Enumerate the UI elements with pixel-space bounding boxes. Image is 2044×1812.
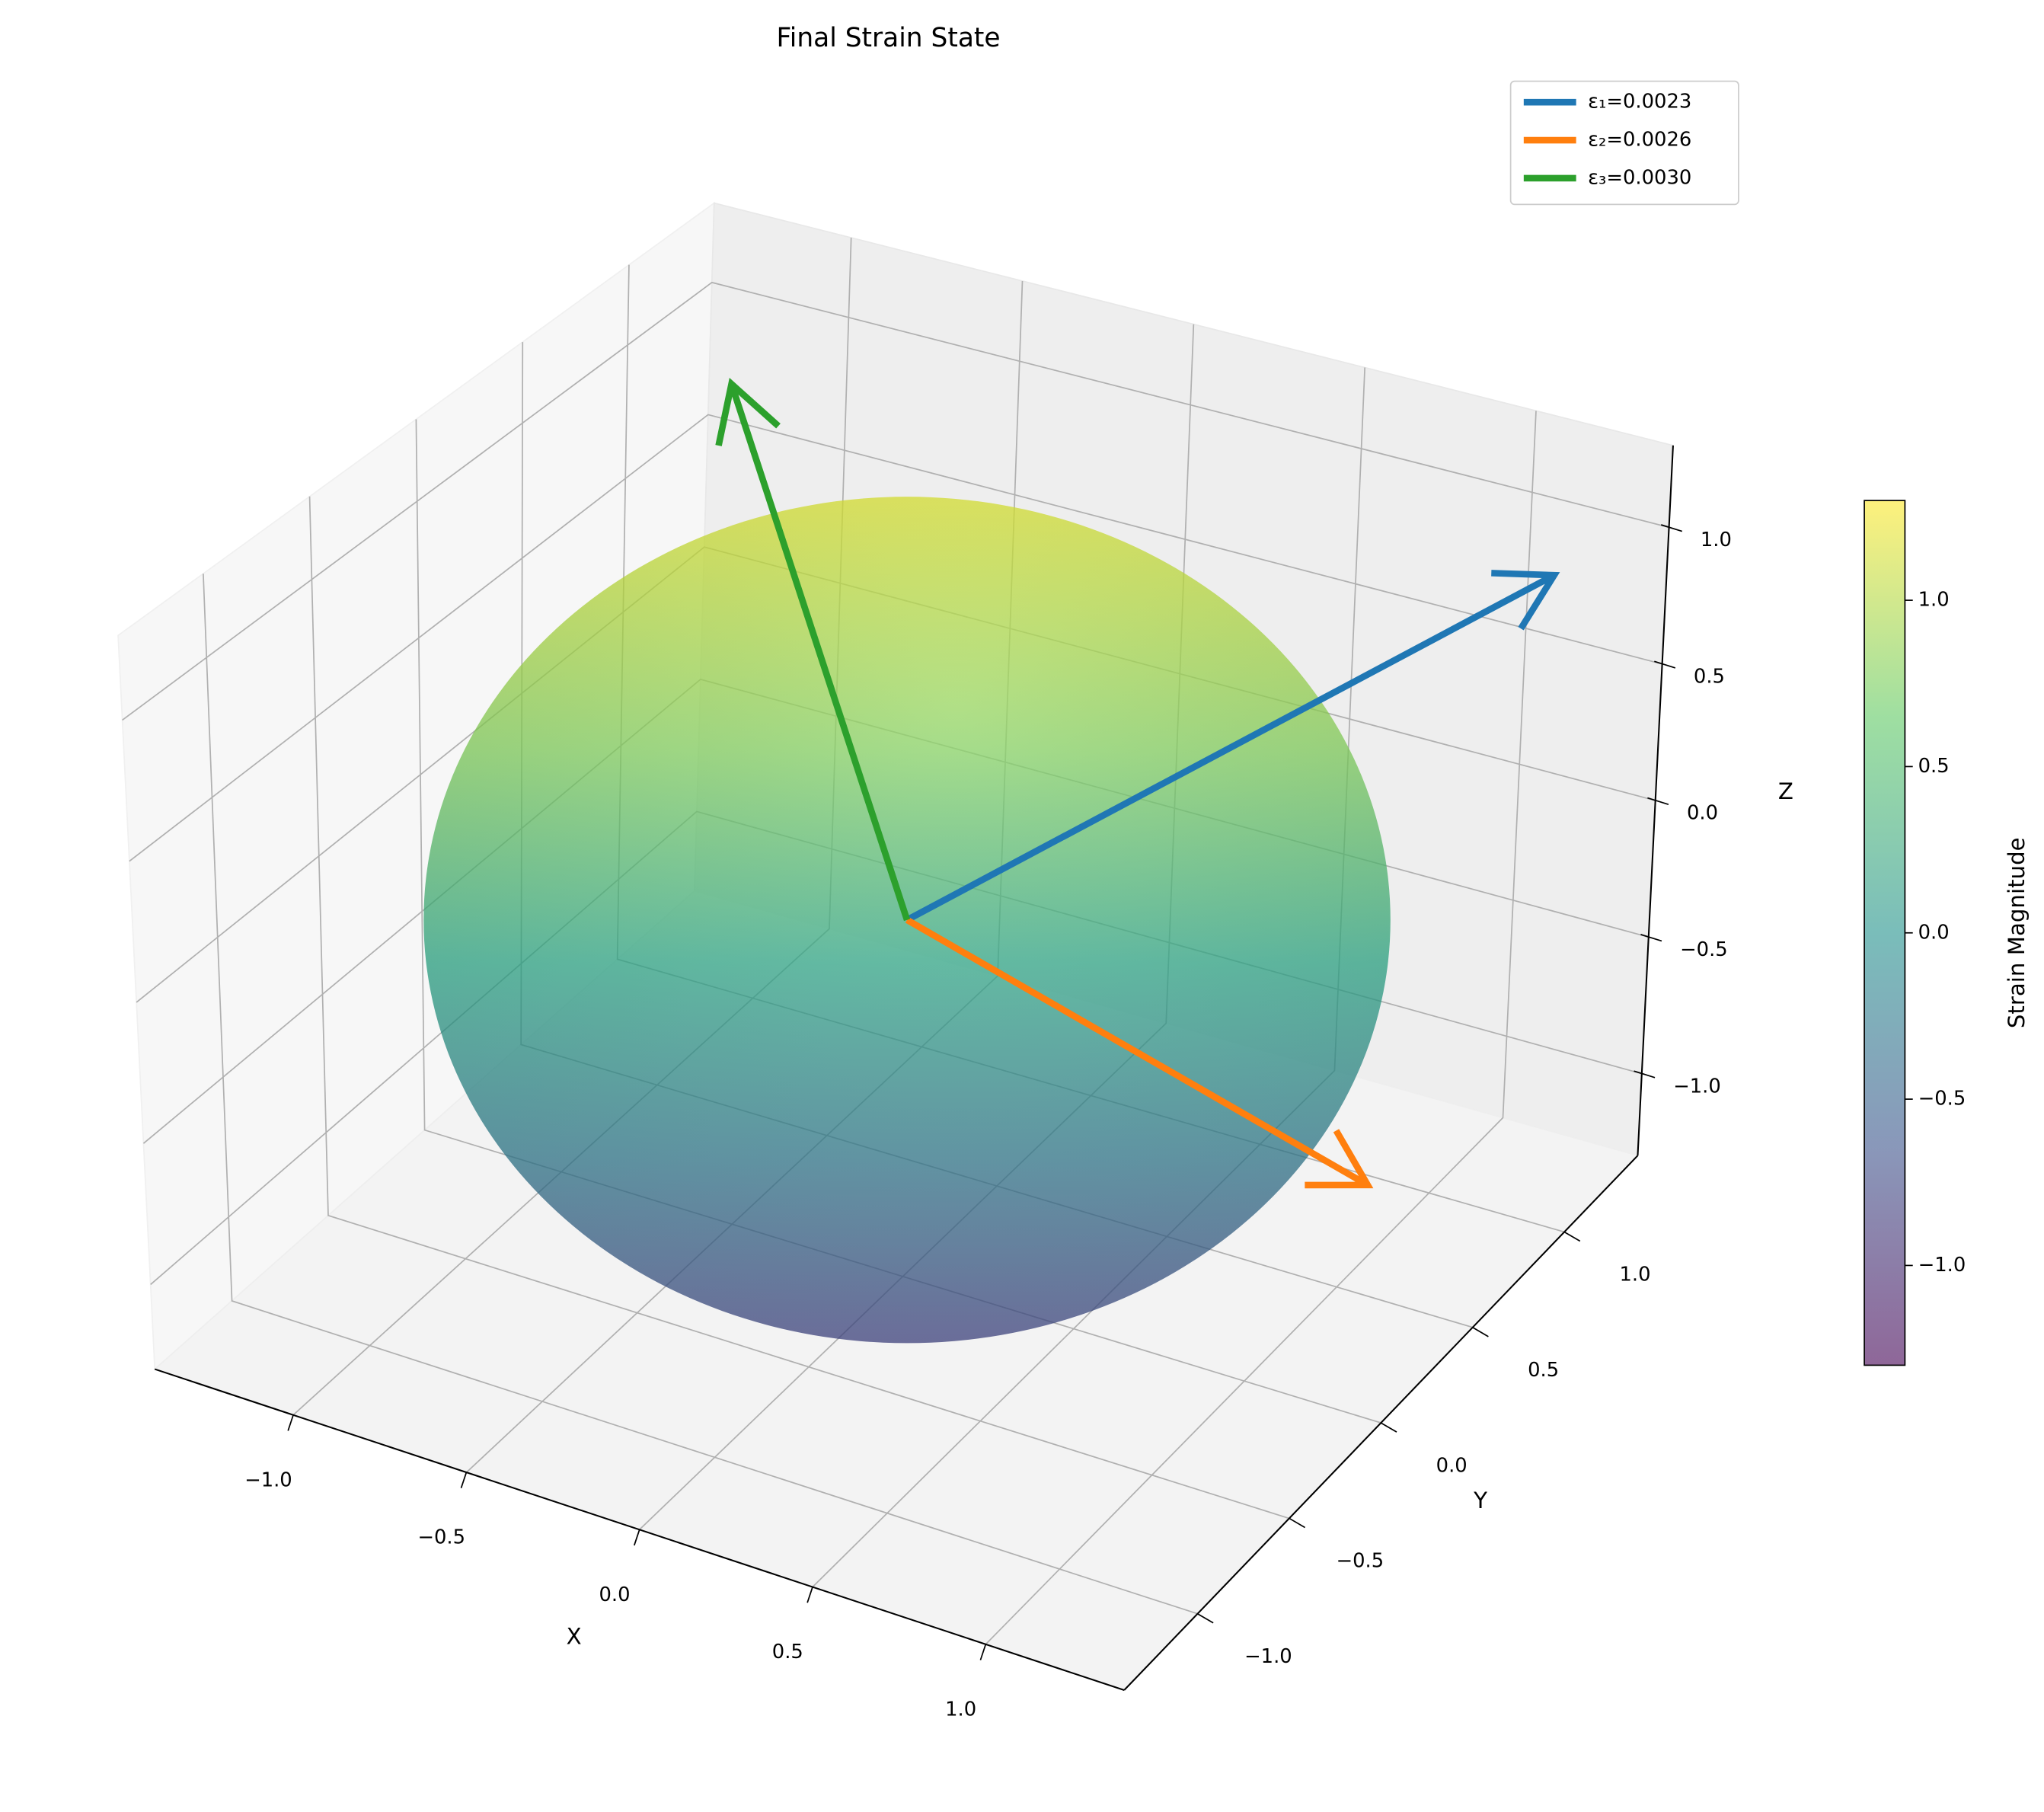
y-tick	[1197, 1613, 1214, 1624]
z-tick-label: 0.5	[1694, 665, 1725, 688]
strain-vector	[905, 917, 1374, 1189]
z-tick-label: −0.5	[1680, 938, 1728, 961]
legend-label: ε₁=0.0023	[1588, 91, 1691, 113]
strain-vector	[715, 378, 911, 922]
y-tick-label: 0.0	[1436, 1454, 1468, 1477]
z-axis-label: Z	[1778, 778, 1793, 804]
colorbar-tick-label: −0.5	[1918, 1088, 1966, 1111]
y-tick	[1563, 1231, 1581, 1242]
x-tick	[287, 1414, 294, 1431]
grid-line	[122, 281, 1669, 721]
colorbar	[1864, 500, 1905, 1366]
z-tick-label: −1.0	[1673, 1075, 1721, 1098]
x-axis-label: X	[567, 1624, 582, 1650]
legend-label: ε₃=0.0030	[1588, 166, 1691, 189]
x-tick-label: 0.0	[599, 1584, 631, 1606]
colorbar-tick-label: 1.0	[1918, 589, 1950, 612]
colorbar-tick-label: 0.5	[1918, 755, 1950, 778]
y-tick-label: 0.5	[1528, 1359, 1559, 1382]
y-tick-label: 1.0	[1620, 1264, 1651, 1286]
grid-line	[203, 574, 1198, 1615]
legend	[1509, 80, 1739, 206]
grid-line	[985, 411, 1537, 1645]
x-tick	[979, 1644, 987, 1660]
x-tick-label: 1.0	[945, 1698, 976, 1721]
grid-line	[308, 496, 1290, 1520]
z-tick-label: 0.0	[1687, 802, 1718, 825]
y-axis-label: Y	[1473, 1488, 1487, 1513]
z-tick	[1660, 524, 1683, 532]
z-tick-label: 1.0	[1701, 529, 1732, 551]
vectors	[715, 378, 1560, 1189]
colorbar-ticks: −1.0 −0.5 0.0 0.5 1.0	[1905, 589, 1966, 1277]
y-tick-label: −0.5	[1336, 1550, 1384, 1573]
x-tick-label: 0.5	[772, 1641, 803, 1663]
colorbar-tick-label: 0.0	[1918, 921, 1950, 944]
y-tick-label: −1.0	[1244, 1645, 1292, 1668]
x-tick	[460, 1472, 468, 1488]
grid-line	[415, 419, 1381, 1424]
axis-line	[1123, 1155, 1639, 1691]
axis-line	[154, 1368, 1125, 1692]
z-tick	[1647, 797, 1669, 806]
x-tick-label: −0.5	[417, 1526, 465, 1549]
z-tick	[1640, 934, 1662, 942]
y-tick	[1472, 1327, 1489, 1337]
axes: −1.0 −0.5 0.0 0.5 1.0 −1.0 −0.5 0.0 0.5 1.0 −1.0 −0…	[154, 445, 1732, 1721]
y-tick	[1289, 1517, 1305, 1529]
strain-vector	[905, 570, 1560, 923]
x-tick-label: −1.0	[244, 1468, 292, 1491]
grid-line	[129, 414, 1662, 862]
x-tick	[634, 1529, 640, 1546]
colorbar-label: Strain Magnitude	[2004, 837, 2030, 1028]
legend-entries: ε₁=0.0023 ε₂=0.0026 ε₃=0.0030	[1523, 91, 1691, 189]
y-tick	[1380, 1422, 1397, 1433]
legend-label: ε₂=0.0026	[1588, 129, 1691, 152]
colorbar-tick-label: −1.0	[1918, 1254, 1966, 1277]
z-tick	[1654, 660, 1676, 669]
axis-line	[1637, 445, 1674, 1156]
chart-title: Final Strain State	[777, 23, 1001, 53]
z-tick	[1634, 1070, 1656, 1079]
x-tick	[806, 1587, 813, 1603]
